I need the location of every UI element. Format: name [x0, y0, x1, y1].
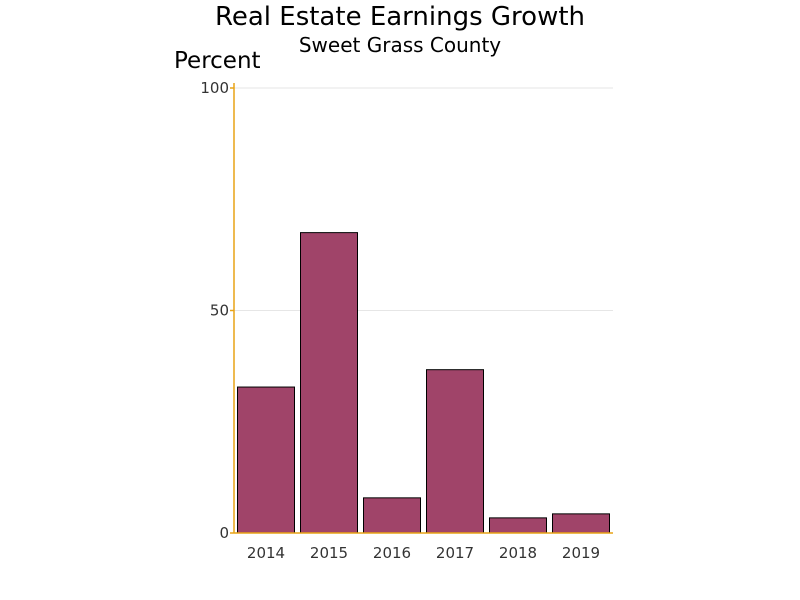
y-tick-label: 0 — [219, 524, 229, 542]
bars — [237, 232, 610, 534]
x-tick-label: 2015 — [310, 544, 348, 562]
y-axis-ticks: 0 50 100 — [200, 79, 234, 542]
axes — [233, 83, 613, 534]
x-tick-label: 2019 — [562, 544, 600, 562]
chart-subtitle: Sweet Grass County — [299, 33, 501, 57]
y-tick-label: 100 — [200, 79, 229, 97]
gridlines — [234, 87, 613, 311]
y-tick-label: 50 — [210, 302, 229, 320]
chart-title: Real Estate Earnings Growth — [215, 2, 585, 32]
bar-2016 — [363, 497, 421, 534]
bar-2015 — [300, 232, 358, 534]
x-tick-label: 2018 — [499, 544, 537, 562]
x-tick-label: 2017 — [436, 544, 474, 562]
bar-2018 — [489, 517, 547, 534]
x-axis-ticks: 2014 2015 2016 2017 2018 2019 — [247, 544, 600, 562]
x-tick-label: 2016 — [373, 544, 411, 562]
x-tick-label: 2014 — [247, 544, 285, 562]
bar-2014 — [237, 386, 295, 534]
y-axis-title: Percent — [174, 48, 261, 74]
bar-2017 — [426, 369, 484, 534]
bar-2019 — [552, 513, 610, 534]
